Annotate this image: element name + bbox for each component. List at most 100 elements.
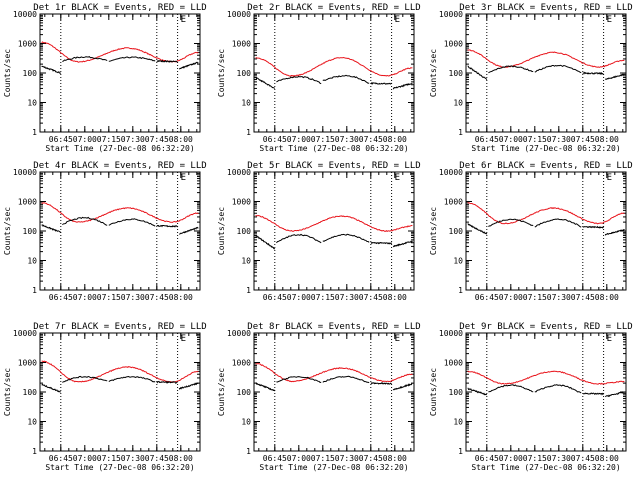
x-tick-label: 06:45 <box>263 135 287 144</box>
lld-series-line <box>41 202 199 224</box>
x-tick-label: 08:00 <box>169 293 193 302</box>
x-tick-label: 07:15 <box>311 293 335 302</box>
panel-title: Det 3r BLACK = Events, RED = LLD <box>459 3 632 13</box>
detector-panel: Det 7r BLACK = Events, RED = LLD 1 10 100 10… <box>3 322 207 472</box>
x-tick-label: 07:45 <box>359 135 383 144</box>
x-tick-label: 07:15 <box>523 293 547 302</box>
events-series-line <box>467 65 488 80</box>
plot-frame <box>253 13 415 133</box>
y-tick-label: 10000 <box>227 168 251 177</box>
marker-label: E <box>607 15 612 25</box>
x-tick-label: 07:00 <box>499 293 523 302</box>
y-tick-label: 1 <box>32 447 37 456</box>
x-tick-label: 07:45 <box>359 293 383 302</box>
x-axis-label: Start Time (27-Dec-08 06:32:20) <box>259 463 408 472</box>
events-series-line <box>156 224 178 228</box>
panel-title: Det 7r BLACK = Events, RED = LLD <box>33 322 206 332</box>
detector-panel: Det 3r BLACK = Events, RED = LLD 1 10 100 10… <box>429 3 633 153</box>
y-axis-label: Counts/sec <box>217 49 226 97</box>
lld-series-line <box>41 41 199 63</box>
x-tick-label: 08:00 <box>595 135 619 144</box>
x-tick-label: 07:45 <box>571 293 595 302</box>
x-tick-label: 07:15 <box>97 293 121 302</box>
x-tick-label: 06:45 <box>263 454 287 463</box>
x-tick-label: 07:30 <box>121 293 145 302</box>
panel-title: Det 2r BLACK = Events, RED = LLD <box>247 3 420 13</box>
events-series-line <box>370 241 393 245</box>
marker-label: E <box>395 173 400 183</box>
x-tick-label: 07:15 <box>311 454 335 463</box>
panel-title: Det 6r BLACK = Events, RED = LLD <box>459 161 632 171</box>
y-tick-label: 100 <box>237 227 252 236</box>
y-axis-label: Counts/sec <box>3 49 12 97</box>
detector-panel: Det 4r BLACK = Events, RED = LLD 1 10 100 10… <box>3 161 207 302</box>
x-tick-label: 07:30 <box>547 135 571 144</box>
y-tick-label: 1000 <box>18 198 37 207</box>
y-axis-label: Counts/sec <box>217 207 226 255</box>
x-tick-label: 07:45 <box>571 135 595 144</box>
y-tick-label: 10000 <box>439 10 463 19</box>
y-tick-label: 10 <box>241 418 251 427</box>
events-series-line <box>534 64 582 74</box>
events-series-line <box>276 75 322 85</box>
y-tick-label: 1 <box>458 286 463 295</box>
y-tick-label: 1 <box>246 447 251 456</box>
x-tick-label: 08:00 <box>169 454 193 463</box>
panel-title: Det 4r BLACK = Events, RED = LLD <box>33 161 206 171</box>
x-tick-label: 07:00 <box>287 293 311 302</box>
events-series-line <box>179 226 199 235</box>
x-tick-label: 07:15 <box>97 135 121 144</box>
y-tick-label: 10000 <box>13 10 37 19</box>
events-series-line <box>41 383 61 393</box>
y-tick-label: 1000 <box>18 359 37 368</box>
panel-title: Det 9r BLACK = Events, RED = LLD <box>459 322 632 332</box>
x-tick-label: 07:45 <box>145 293 169 302</box>
events-series-line <box>582 392 604 396</box>
x-tick-label: 07:30 <box>121 454 145 463</box>
events-series-line <box>41 65 62 74</box>
y-tick-label: 10 <box>27 257 37 266</box>
events-series-line <box>370 382 392 385</box>
lld-series-line <box>255 56 413 77</box>
y-tick-label: 10000 <box>439 329 463 338</box>
x-tick-label: 07:30 <box>335 454 359 463</box>
marker-label: E <box>181 334 186 344</box>
events-series-line <box>108 375 156 383</box>
events-series-line <box>255 76 276 89</box>
y-tick-label: 100 <box>23 69 38 78</box>
detector-panel: Det 9r BLACK = Events, RED = LLD 1 10 100 10… <box>429 322 633 472</box>
y-tick-label: 100 <box>449 227 464 236</box>
events-series-line <box>604 73 625 80</box>
events-series-line <box>582 225 604 229</box>
events-series-line <box>534 218 582 228</box>
x-tick-label: 07:00 <box>73 454 97 463</box>
detector-panel: Det 8r BLACK = Events, RED = LLD 1 10 100 10… <box>217 322 421 472</box>
y-tick-label: 100 <box>23 388 38 397</box>
panel-title: Det 5r BLACK = Events, RED = LLD <box>247 161 420 171</box>
x-tick-label: 06:45 <box>49 454 73 463</box>
marker-label: E <box>181 15 186 25</box>
x-tick-label: 07:15 <box>523 454 547 463</box>
x-tick-label: 07:00 <box>287 454 311 463</box>
y-axis-label: Counts/sec <box>429 49 438 97</box>
events-series-line <box>255 382 276 392</box>
events-series-line <box>62 375 108 383</box>
x-tick-label: 07:15 <box>97 454 121 463</box>
x-tick-label: 07:00 <box>499 135 523 144</box>
x-tick-label: 06:45 <box>475 293 499 302</box>
events-series-line <box>322 74 370 84</box>
lld-series-line <box>467 370 625 385</box>
y-tick-label: 10 <box>27 418 37 427</box>
x-tick-label: 07:00 <box>287 135 311 144</box>
events-series-line <box>62 216 108 226</box>
y-tick-label: 10 <box>241 99 251 108</box>
panel-title: Det 8r BLACK = Events, RED = LLD <box>247 322 420 332</box>
x-tick-label: 07:30 <box>547 293 571 302</box>
x-tick-label: 06:45 <box>475 454 499 463</box>
marker-label: E <box>395 334 400 344</box>
y-tick-label: 100 <box>449 69 464 78</box>
x-tick-label: 06:45 <box>475 135 499 144</box>
x-tick-label: 06:45 <box>49 135 73 144</box>
x-tick-label: 08:00 <box>595 454 619 463</box>
lld-series-line <box>467 49 625 68</box>
